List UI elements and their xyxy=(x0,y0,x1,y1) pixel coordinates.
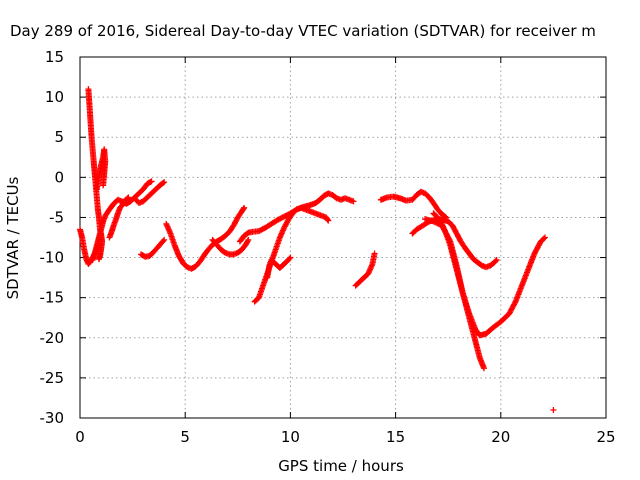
y-tick-label: -20 xyxy=(40,329,65,347)
data-point xyxy=(286,255,293,262)
x-tick-label: 0 xyxy=(75,428,85,446)
y-tick-labels: 15 10 5 0 -5 -10 -15 -20 -25 -30 xyxy=(40,48,65,427)
data-point xyxy=(446,237,453,244)
x-tick-label: 25 xyxy=(596,428,615,446)
x-tick-label: 5 xyxy=(180,428,190,446)
y-tick-label: 15 xyxy=(45,48,64,66)
series-arc-f xyxy=(131,179,168,207)
series-arc-n xyxy=(377,188,450,221)
series-arc-g xyxy=(138,236,168,260)
data-point xyxy=(245,236,252,243)
data-point xyxy=(100,182,107,189)
data-point xyxy=(148,178,155,185)
data-point xyxy=(161,236,168,243)
series-arc-l xyxy=(264,254,294,281)
data-point xyxy=(550,406,557,413)
x-tick-label: 10 xyxy=(281,428,300,446)
x-tick-label: 15 xyxy=(386,428,405,446)
series-arc-m xyxy=(352,250,378,289)
y-tick-label: -10 xyxy=(40,249,65,267)
data-point xyxy=(371,250,378,257)
data-point xyxy=(493,256,500,263)
data-point xyxy=(480,365,487,372)
data-point xyxy=(160,238,167,245)
data-point xyxy=(492,258,499,265)
series-arc-i xyxy=(209,236,252,258)
y-tick-label: -30 xyxy=(40,409,65,427)
y-tick-label: -25 xyxy=(40,369,65,387)
series-arc-e xyxy=(106,194,132,241)
series-arc-k xyxy=(251,204,332,305)
x-tick-labels: 0 5 10 15 20 25 xyxy=(75,428,615,446)
y-tick-label: 5 xyxy=(54,128,64,146)
data-point xyxy=(325,217,332,224)
data-point xyxy=(540,235,547,242)
x-tick-label: 20 xyxy=(491,428,510,446)
data-point xyxy=(95,256,102,263)
data-point xyxy=(124,195,131,202)
data-point xyxy=(324,216,331,223)
data-point xyxy=(350,198,357,205)
series-arc-h xyxy=(163,204,248,272)
series-outlier xyxy=(550,406,557,413)
y-axis-label: SDTVAR / TECUs xyxy=(4,176,22,299)
series-arc-q xyxy=(422,216,548,339)
data-point xyxy=(241,204,248,211)
data-point xyxy=(240,205,247,212)
y-tick-label: -5 xyxy=(49,208,64,226)
data-point xyxy=(161,179,168,186)
data-point xyxy=(244,238,251,245)
chart-title: Day 289 of 2016, Sidereal Day-to-day VTE… xyxy=(10,22,596,40)
data-points xyxy=(77,86,557,413)
data-point xyxy=(511,300,518,307)
y-tick-label: -15 xyxy=(40,289,65,307)
data-point xyxy=(160,179,167,186)
y-tick-label: 10 xyxy=(45,88,64,106)
plot-frame xyxy=(79,56,607,419)
x-axis-label: GPS time / hours xyxy=(278,457,404,475)
y-tick-label: 0 xyxy=(54,168,64,186)
grid-lines xyxy=(80,57,606,418)
data-point xyxy=(287,254,294,261)
axis-ticks xyxy=(79,56,607,419)
data-point xyxy=(125,194,132,201)
series-arc-d xyxy=(93,146,109,193)
data-point xyxy=(541,234,548,241)
